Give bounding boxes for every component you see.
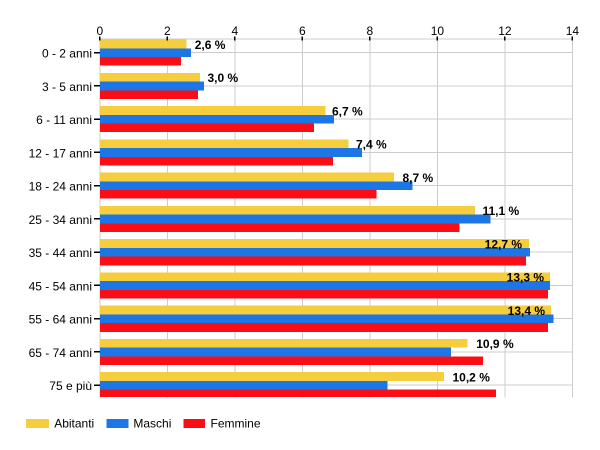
svg-text:Femmine: Femmine [211, 417, 261, 431]
svg-text:6,7 %: 6,7 % [332, 104, 363, 118]
svg-text:11,1 %: 11,1 % [483, 204, 520, 218]
svg-text:14: 14 [566, 24, 580, 38]
svg-text:13,4 %: 13,4 % [508, 304, 546, 318]
svg-text:18 - 24 anni: 18 - 24 anni [29, 180, 92, 194]
svg-text:35 - 44 anni: 35 - 44 anni [29, 246, 92, 260]
svg-text:6 - 11 anni: 6 - 11 anni [36, 113, 92, 127]
svg-text:7,4 %: 7,4 % [356, 138, 387, 152]
svg-text:2,6 %: 2,6 % [195, 38, 226, 52]
svg-text:4: 4 [232, 24, 239, 38]
svg-text:3 - 5 anni: 3 - 5 anni [42, 80, 92, 94]
svg-text:Abitanti: Abitanti [54, 417, 94, 431]
svg-text:3,0 %: 3,0 % [208, 71, 239, 85]
svg-text:6: 6 [299, 24, 306, 38]
svg-text:65 - 74 anni: 65 - 74 anni [29, 346, 92, 360]
svg-text:10: 10 [431, 24, 445, 38]
svg-text:55 - 64 anni: 55 - 64 anni [29, 313, 92, 327]
svg-text:2: 2 [164, 24, 171, 38]
svg-text:Maschi: Maschi [133, 417, 171, 431]
svg-text:75 e più: 75 e più [49, 379, 92, 393]
svg-text:13,3 %: 13,3 % [507, 271, 545, 285]
svg-text:12: 12 [498, 24, 512, 38]
svg-text:45 - 54 anni: 45 - 54 anni [29, 279, 92, 293]
svg-text:8,7 %: 8,7 % [403, 171, 434, 185]
svg-text:8: 8 [367, 24, 374, 38]
svg-text:10,2 %: 10,2 % [453, 370, 491, 384]
svg-text:12,7 %: 12,7 % [485, 237, 523, 251]
svg-text:10,9 %: 10,9 % [476, 337, 514, 351]
svg-text:0 - 2 anni: 0 - 2 anni [42, 47, 92, 61]
svg-text:0: 0 [97, 24, 104, 38]
svg-text:25 - 34 anni: 25 - 34 anni [29, 213, 92, 227]
svg-text:12 - 17 anni: 12 - 17 anni [29, 146, 92, 160]
